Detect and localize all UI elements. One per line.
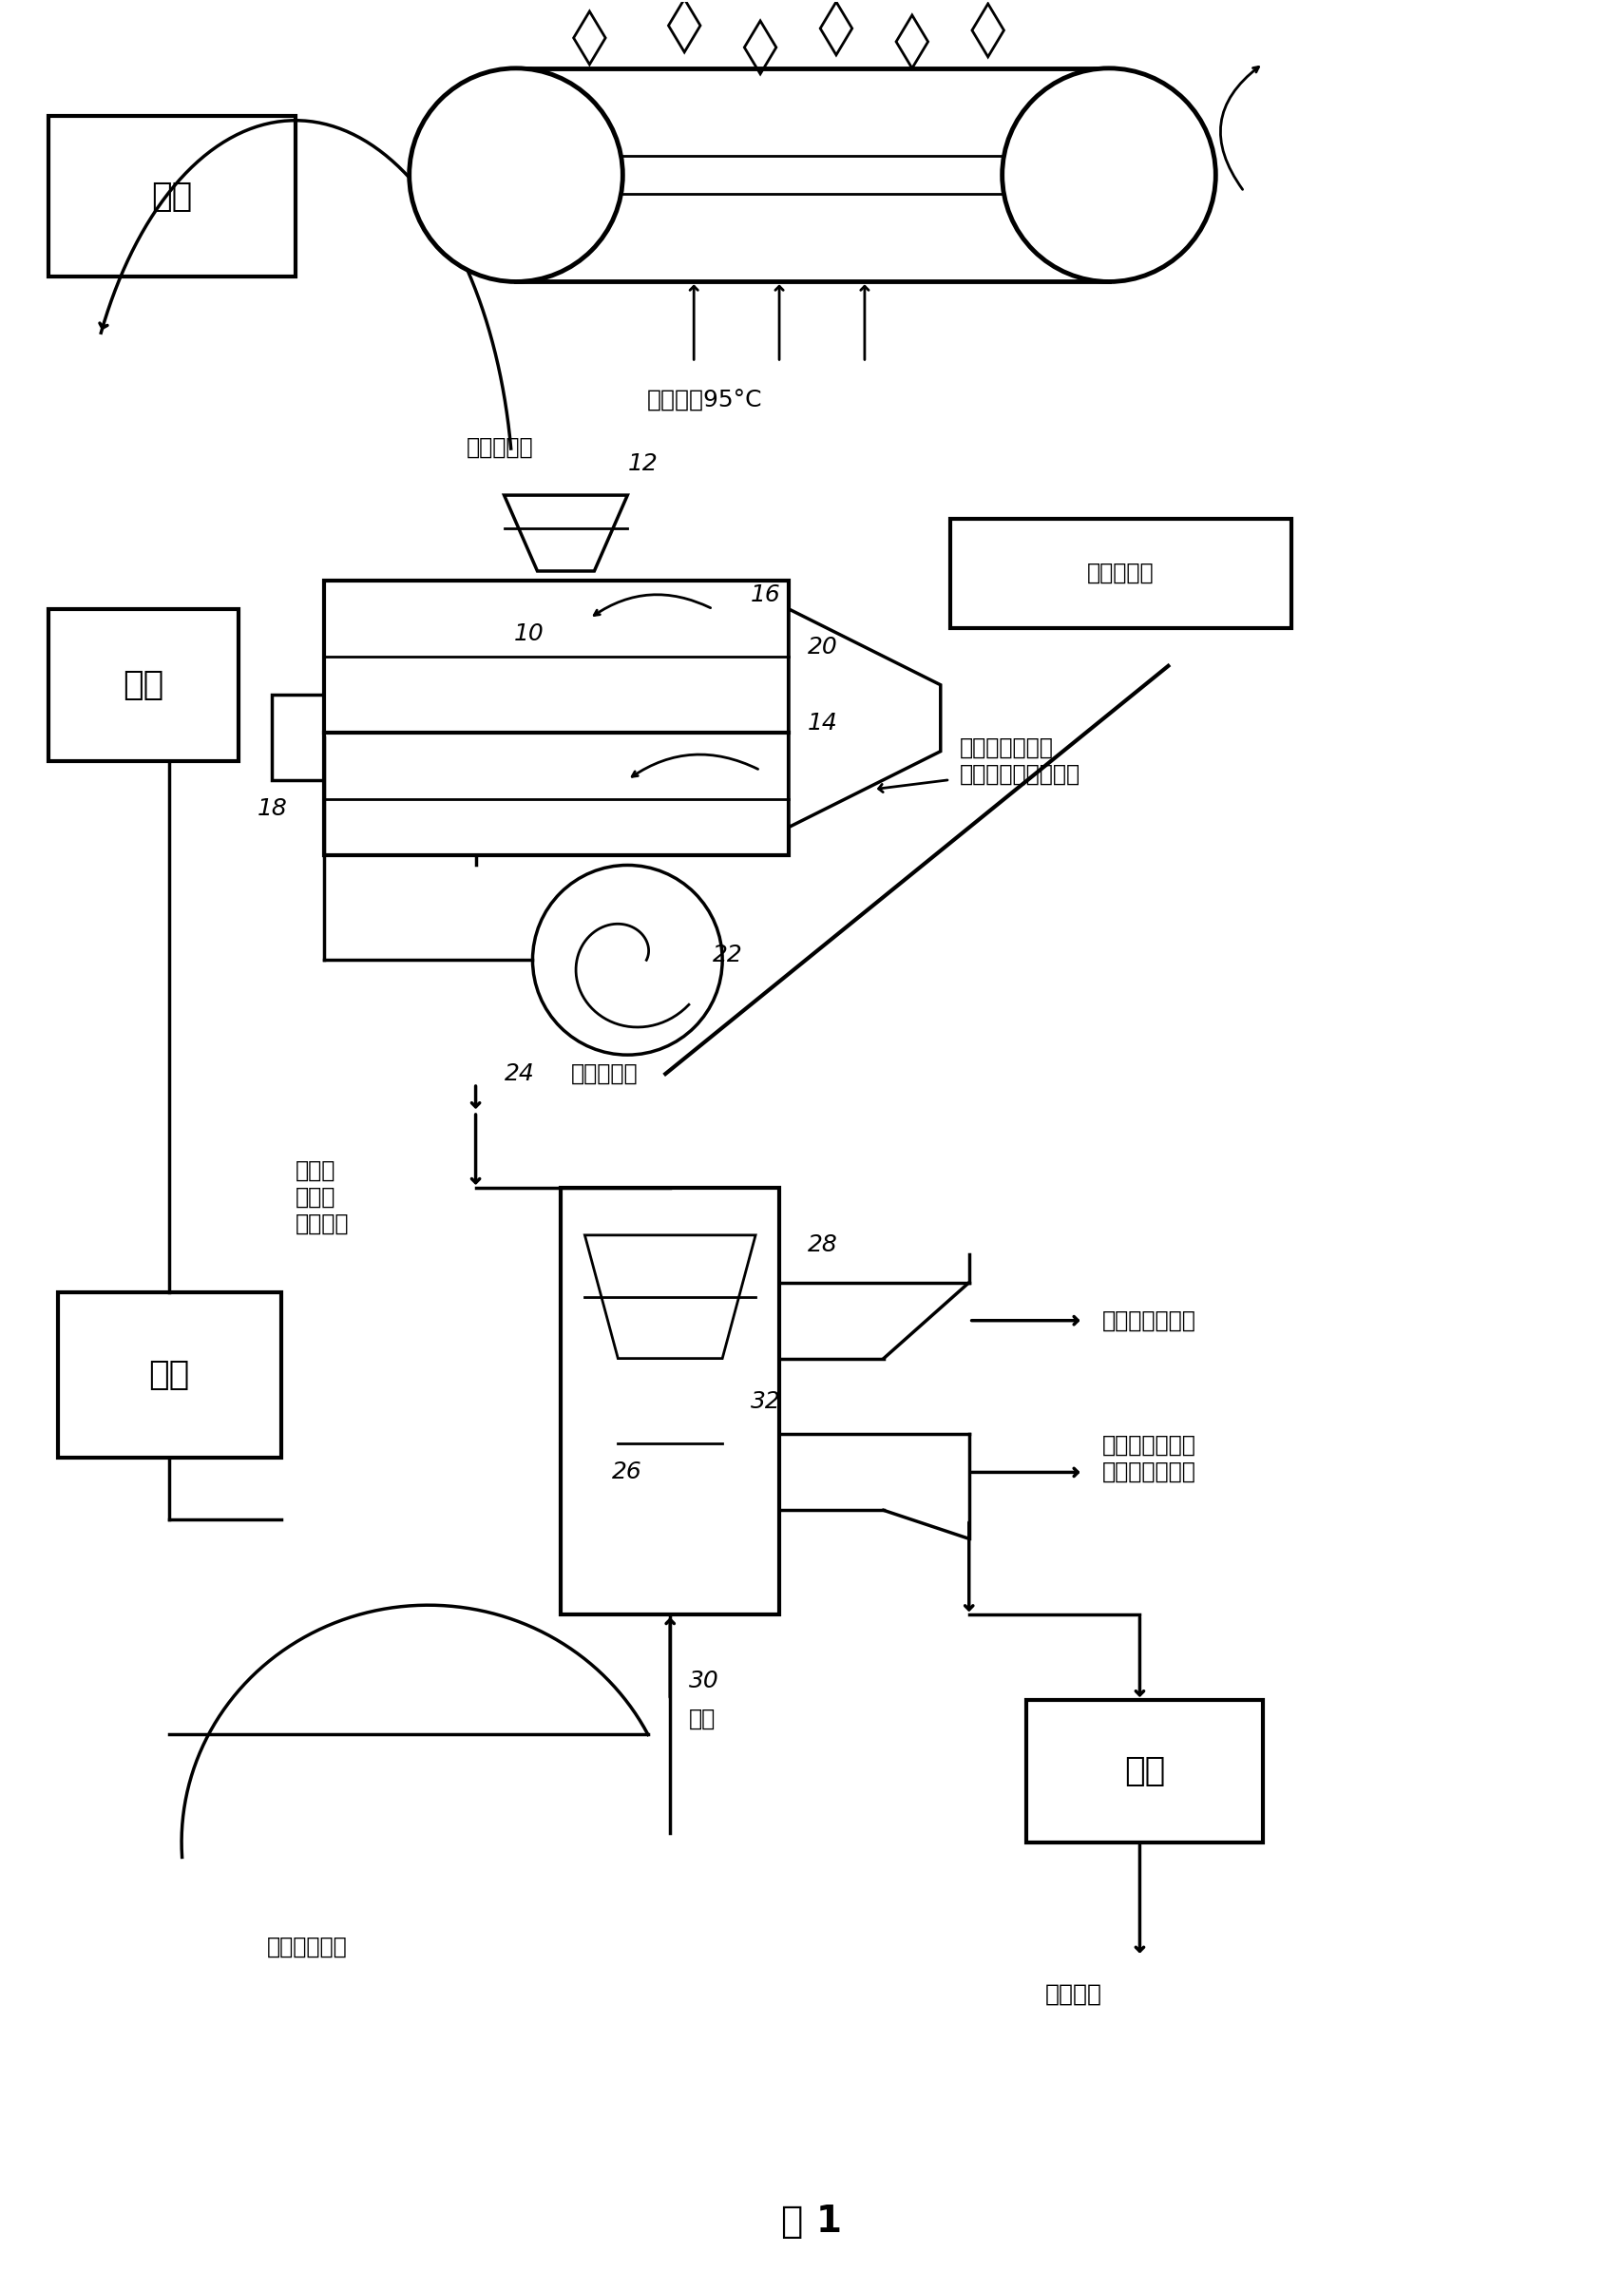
Text: 送入亚麦籽: 送入亚麦籽 — [466, 436, 533, 459]
Bar — [323, 582, 789, 857]
Bar — [271, 695, 323, 779]
Ellipse shape — [409, 68, 622, 282]
Text: 得到籽仁: 得到籽仁 — [1044, 1983, 1101, 2006]
Polygon shape — [789, 609, 940, 827]
Polygon shape — [503, 495, 627, 570]
Text: 筛选: 筛选 — [1124, 1754, 1164, 1788]
Text: 12: 12 — [627, 452, 658, 475]
Ellipse shape — [1002, 68, 1216, 282]
Text: 烘干: 烘干 — [151, 179, 193, 214]
Text: 22: 22 — [713, 943, 744, 966]
Bar — [950, 518, 1291, 627]
Bar — [560, 1188, 780, 1615]
Bar — [58, 1293, 281, 1459]
Text: 30: 30 — [689, 1670, 719, 1693]
Text: 14: 14 — [807, 711, 838, 734]
Text: 32: 32 — [750, 1390, 781, 1413]
Text: 16: 16 — [750, 584, 781, 607]
Bar — [49, 116, 296, 277]
Text: 未破裂亚麦籽: 未破裂亚麦籽 — [266, 1936, 348, 1958]
Text: 调节空气流: 调节空气流 — [570, 1063, 638, 1086]
Text: 18: 18 — [258, 797, 287, 820]
Text: 壳皮，较轻部分: 壳皮，较轻部分 — [1101, 1309, 1195, 1331]
Text: 热空气，95°C: 热空气，95°C — [646, 389, 762, 411]
Text: 籽仁和未破裂亚
麦籽，较重部分: 籽仁和未破裂亚 麦籽，较重部分 — [1101, 1434, 1195, 1484]
Text: 24: 24 — [503, 1063, 534, 1086]
Text: 空气: 空气 — [689, 1709, 716, 1731]
Bar — [1026, 1699, 1263, 1843]
Text: 通过筛
网的壳
皮和籽仁: 通过筛 网的壳 皮和籽仁 — [296, 1159, 349, 1236]
Text: 去壳: 去壳 — [123, 668, 164, 702]
Text: 图 1: 图 1 — [781, 2204, 841, 2240]
Text: 风选: 风选 — [149, 1359, 190, 1390]
Text: 28: 28 — [807, 1234, 838, 1256]
Text: 20: 20 — [807, 636, 838, 659]
Text: 26: 26 — [612, 1461, 641, 1484]
Text: 圆柱形磨石: 圆柱形磨石 — [1086, 561, 1155, 584]
Bar — [49, 609, 239, 761]
Text: 壳皮、籽仁和未
破裂亚麦籽的混合物: 壳皮、籽仁和未 破裂亚麦籽的混合物 — [960, 736, 1080, 786]
Text: 10: 10 — [513, 623, 544, 645]
Polygon shape — [585, 1236, 755, 1359]
